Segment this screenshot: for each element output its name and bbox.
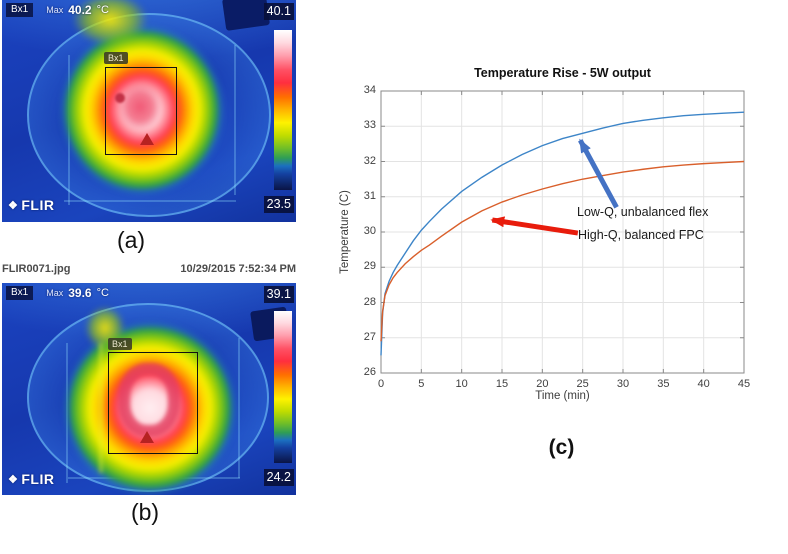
temperature-colorbar (274, 311, 292, 463)
chart-panel: Temperature Rise - 5W output Temperature… (335, 60, 788, 410)
max-label: Max (46, 288, 64, 298)
series-line (380, 111, 745, 356)
x-tick-label: 20 (536, 378, 549, 390)
measurement-box (108, 352, 198, 454)
y-tick-label: 31 (363, 189, 376, 202)
y-tick-label: 29 (363, 260, 376, 273)
file-info-row: FLIR0071.jpg 10/29/2015 7:52:34 PM (2, 263, 296, 275)
max-temp-marker-icon (140, 133, 154, 145)
x-tick-label: 45 (737, 378, 751, 390)
hot-spot (115, 93, 125, 103)
annotation-arrow (490, 216, 579, 236)
flir-logo-icon: ❖ (8, 199, 19, 212)
thermal-header: Bx1 Max 39.6 °C (6, 286, 109, 300)
roi-label: Bx1 (108, 338, 132, 350)
y-tick-label: 32 (363, 154, 376, 167)
scale-min-value: 23.5 (263, 196, 294, 213)
temperature-colorbar (274, 30, 292, 190)
flir-logo-text: FLIR (21, 197, 55, 213)
chart-title: Temperature Rise - 5W output (474, 66, 651, 80)
series-line (380, 160, 745, 342)
y-tick-label: 27 (363, 330, 376, 343)
chart-plot-svg (380, 90, 745, 374)
max-value: 39.6 (68, 286, 92, 300)
unit-label: °C (96, 4, 109, 16)
hot-strip (99, 343, 103, 473)
x-tick-label: 35 (657, 378, 670, 390)
scene-line (64, 200, 236, 202)
panel-label-b: (b) (130, 499, 160, 525)
hot-plume (70, 0, 150, 47)
thermal-header: Bx1 Max 40.2 °C (6, 3, 109, 17)
roi-label: Bx1 (104, 52, 128, 64)
panel-label-c: (c) (548, 436, 575, 459)
x-tick-label: 40 (697, 378, 710, 390)
x-axis-label: Time (min) (535, 390, 590, 402)
timestamp: 10/29/2015 7:52:34 PM (180, 263, 296, 275)
scale-min-value: 24.2 (263, 469, 294, 486)
max-temp-marker-icon (140, 431, 154, 443)
annotation-arrow (578, 138, 619, 209)
box-name-badge: Bx1 (6, 3, 34, 17)
x-tick-label: 0 (377, 378, 385, 390)
x-tick-label: 10 (455, 378, 468, 390)
annotation-low-q: Low-Q, unbalanced flex (577, 205, 709, 219)
x-tick-label: 30 (616, 378, 630, 390)
scene-line (234, 45, 236, 195)
max-value: 40.2 (68, 3, 92, 17)
y-tick-label: 30 (363, 225, 376, 237)
scale-max-value: 39.1 (263, 286, 294, 303)
panel-label-a: (a) (116, 227, 146, 253)
flir-logo: ❖ FLIR (8, 471, 54, 487)
y-tick-label: 28 (363, 295, 376, 308)
annotation-high-q: High-Q, balanced FPC (578, 228, 704, 242)
filename: FLIR0071.jpg (2, 263, 71, 275)
thermal-image-a: Bx1 Bx1 Max 40.2 °C 40.1 23.5 ❖ FLIR (2, 0, 296, 222)
scale-max-value: 40.1 (263, 3, 294, 20)
y-tick-label: 33 (363, 119, 376, 132)
thermal-image-b: Bx1 Bx1 Max 39.6 °C 39.1 24.2 ❖ FLIR (2, 283, 296, 495)
y-tick-label: 34 (363, 84, 376, 96)
unit-label: °C (96, 287, 109, 299)
max-label: Max (46, 5, 64, 15)
flir-logo-icon: ❖ (8, 473, 19, 486)
box-name-badge: Bx1 (6, 286, 34, 300)
y-tick-label: 26 (363, 366, 376, 378)
flir-logo-text: FLIR (21, 471, 55, 487)
x-tick-label: 5 (418, 378, 425, 390)
x-tick-label: 15 (495, 378, 509, 390)
measurement-box (105, 67, 177, 155)
hot-core (112, 76, 168, 138)
x-tick-label: 25 (576, 378, 589, 390)
flir-logo: ❖ FLIR (8, 197, 54, 213)
